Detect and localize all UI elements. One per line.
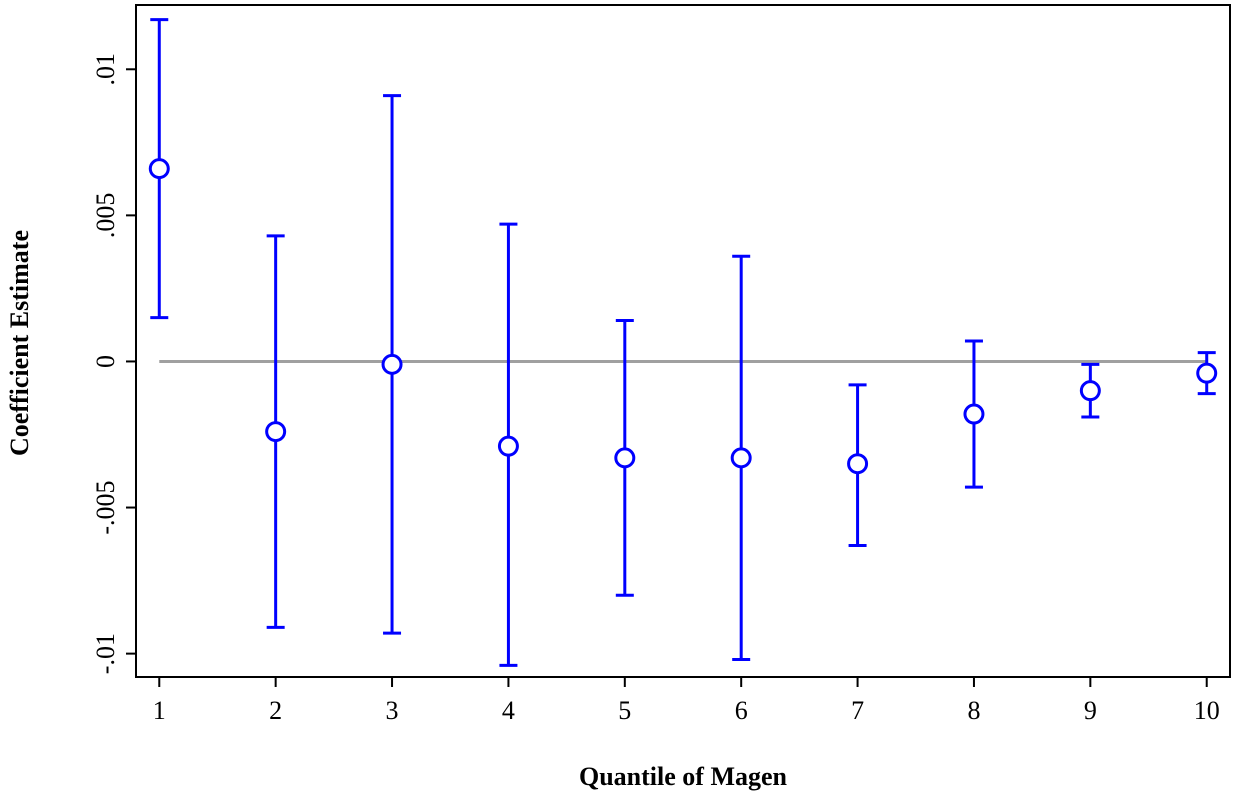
y-tick-label: .005 (91, 193, 120, 239)
x-tick-label: 3 (386, 696, 399, 725)
x-tick-label: 9 (1084, 696, 1097, 725)
y-tick-label: 0 (91, 355, 120, 368)
x-tick-label: 4 (502, 696, 515, 725)
x-tick-label: 7 (851, 696, 864, 725)
x-tick-label: 5 (618, 696, 631, 725)
x-axis-title: Quantile of Magen (579, 762, 788, 791)
point-estimate (381, 353, 403, 375)
plot-frame (135, 4, 1231, 678)
x-tick-label: 8 (967, 696, 980, 725)
marks-layer (148, 18, 1218, 667)
y-tick-label: -.005 (91, 480, 120, 534)
x-tick-label: 1 (153, 696, 166, 725)
x-tick-label: 10 (1194, 696, 1220, 725)
x-axis: 1 2 3 4 5 6 7 8 9 10 (153, 677, 1220, 725)
x-tick-label: 2 (269, 696, 282, 725)
y-tick-label: -.01 (91, 633, 120, 674)
x-tick-label: 6 (735, 696, 748, 725)
point-estimate (730, 447, 752, 469)
point-estimate (963, 403, 985, 425)
point-estimate (497, 435, 519, 457)
point-estimate (847, 453, 869, 475)
point-estimate (614, 447, 636, 469)
point-estimate (148, 158, 170, 180)
y-tick-label: .01 (91, 53, 120, 86)
y-axis-title: Coefficient Estimate (5, 230, 34, 456)
point-estimate (1196, 362, 1218, 384)
y-axis: .01 .005 0 -.005 -.01 (91, 53, 136, 674)
point-estimate (265, 421, 287, 443)
point-estimate (1079, 380, 1101, 402)
